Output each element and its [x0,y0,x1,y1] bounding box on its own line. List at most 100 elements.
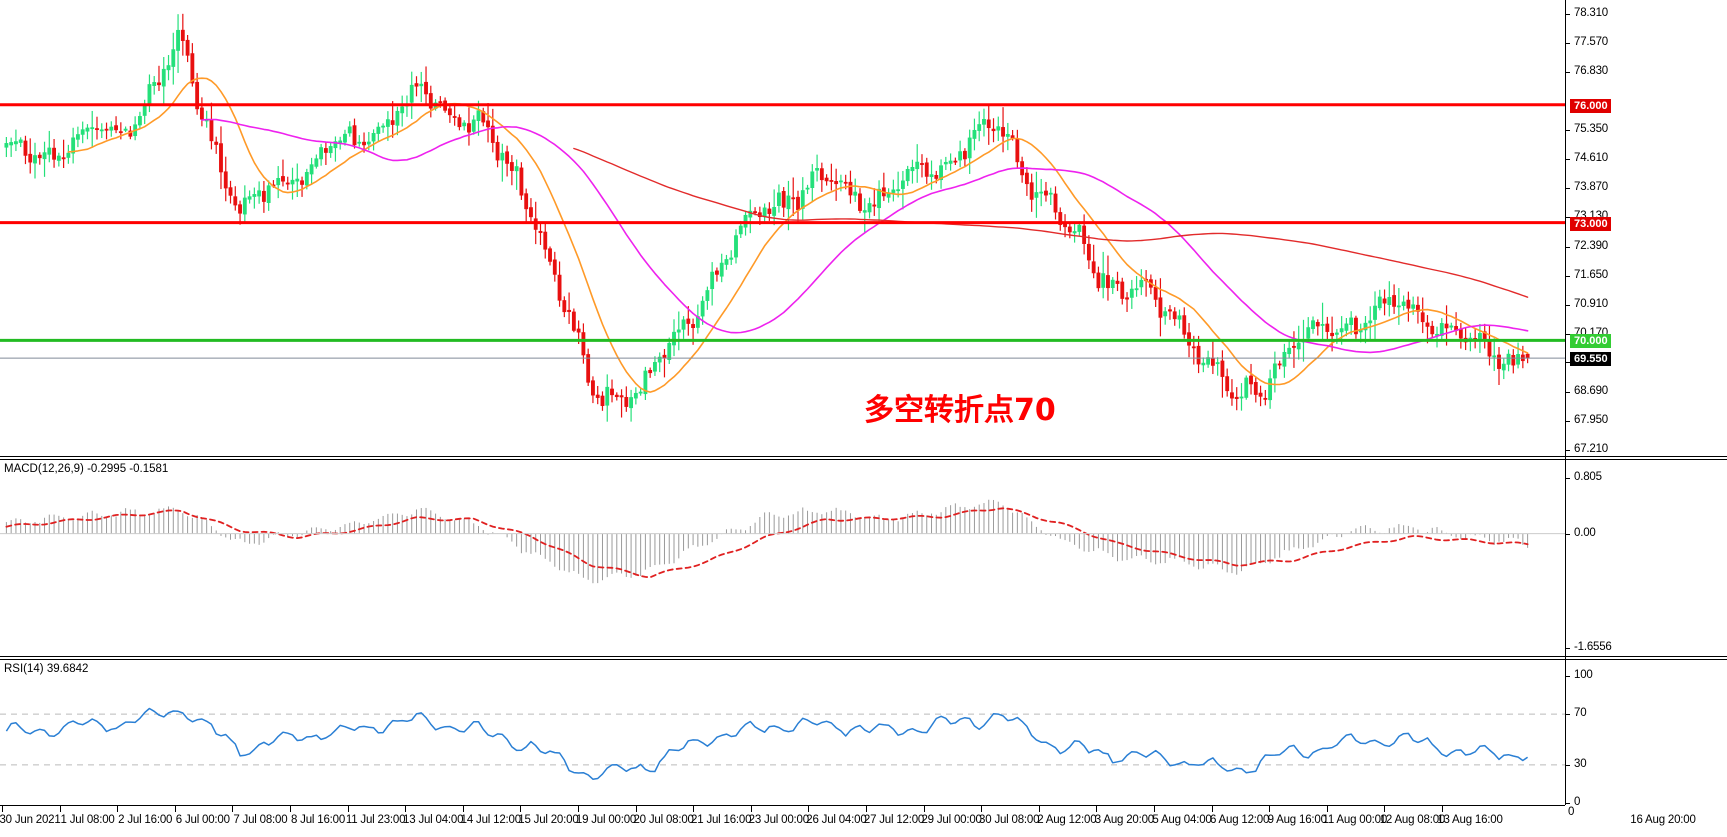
x-axis-label: 20 Jul 08:00 [633,814,694,826]
candle-body [1191,346,1196,349]
candle-body [1382,298,1387,304]
macd-label: MACD(12,26,9) -0.2995 -0.1581 [4,463,169,475]
candle-body [1501,363,1506,371]
candle-body [920,163,924,165]
candle-body [1196,345,1201,365]
candle-body [457,117,462,128]
x-axis-label: 13 Jul 04:00 [403,814,464,826]
candle-body [1168,309,1172,312]
candle-body [1044,190,1048,196]
candle-body [977,124,982,131]
x-axis-label: 13 Aug 16:00 [1437,814,1503,826]
macd-pane[interactable]: MACD(12,26,9) -0.2995 -0.1581 [0,460,1727,656]
rsi-axis[interactable]: 100 70 30 0 [1566,660,1727,808]
ma-medium-line [201,118,1529,354]
candle-body [915,161,920,170]
candle-body [824,177,829,182]
candle-body [343,133,347,143]
candle-body [1125,297,1129,300]
candle-body [643,370,648,395]
candle-body [90,127,95,130]
candle-body [1082,225,1087,244]
candle-body [719,262,724,277]
x-axis-label: 30 Jul 08:00 [979,814,1040,826]
candle-body [1516,354,1520,365]
candle-body [1339,328,1344,333]
candle-body [428,93,433,109]
candle-body [56,155,61,161]
candle-body [996,126,1001,131]
candle-body [1067,226,1072,233]
candle-body [366,141,371,145]
candle-body [114,125,118,131]
price-tick-74.610-tick [1566,159,1570,161]
price-tick-70.170-tick [1566,333,1570,335]
candle-body [1110,279,1115,288]
rsi-pane[interactable]: RSI(14) 39.6842 [0,660,1727,805]
x-axis-label: 2 Aug 12:00 [1037,814,1097,826]
candle-body [867,203,872,213]
support-70-tag[interactable]: 70.000 [1570,334,1611,349]
candle-body [581,332,586,356]
x-axis-tick [232,806,234,812]
x-axis-tick [923,806,925,812]
rsi-chart-canvas[interactable] [0,660,1565,805]
candle-body [261,190,266,202]
price-tick-78.310: 78.310 [1574,7,1608,19]
resistance-76-tag[interactable]: 76.000 [1570,98,1611,113]
rsi-line [5,707,1529,780]
rsi-tick-70-tick [1566,714,1570,716]
candle-body [352,125,357,146]
x-axis-label: 1 Jul 08:00 [60,814,115,826]
candle-body [1287,347,1292,355]
candle-body [1354,317,1358,335]
last-price-tag[interactable]: 69.550 [1570,352,1611,367]
candle-body [1220,360,1225,377]
macd-histogram-group [5,499,1529,584]
macd-chart-canvas[interactable] [0,460,1565,656]
x-axis-tick [347,806,349,812]
candle-body [309,164,314,175]
candle-body [47,147,52,155]
price-axis[interactable]: 78.310 77.570 76.830 75.350 74.610 73.870 72.3… [1566,0,1727,456]
candle-body [1396,305,1401,308]
candle-body [633,392,638,399]
candle-body [705,290,710,301]
candle-body [939,165,943,181]
candle-body [1172,311,1177,320]
candle-body [1225,376,1230,392]
candle-body [700,300,705,317]
price-tick-71.650-tick [1566,275,1570,277]
x-axis-tick [866,806,867,812]
price-chart-canvas[interactable] [0,0,1565,456]
candle-body [42,152,47,160]
candle-body [929,174,934,178]
candle-body [1120,281,1125,299]
ma-slow-line [573,147,1529,298]
x-axis-label: 6 Aug 12:00 [1209,814,1270,826]
candle-body [1420,312,1425,323]
price-tick-68.690: 68.690 [1574,384,1608,397]
x-axis[interactable]: 30 Jun 2021 1 Jul 08:00 2 Jul 16:00 6 Jul 0… [0,806,1727,837]
resistance-73-tag[interactable]: 73.000 [1570,216,1611,231]
candle-body [304,171,309,186]
candle-body [843,181,848,184]
price-tick-70.910: 70.910 [1574,297,1608,310]
candle-body [1277,363,1282,366]
candle-body [371,133,376,142]
candle-body [810,171,815,188]
candle-body [137,116,142,126]
macd-axis[interactable]: 0.805 0.00 -1.6556 [1566,460,1727,656]
candle-body [290,179,295,185]
candle-body [1139,279,1144,288]
price-tick-71.650: 71.650 [1574,268,1608,281]
candle-body [1077,224,1082,232]
candle-body [896,189,901,192]
price-pane[interactable] [0,0,1727,456]
candle-body [1311,320,1315,330]
candle-body [185,39,190,56]
candle-body [252,194,257,197]
candle-body [1258,392,1263,397]
candle-body [924,162,929,177]
candle-body [61,157,66,160]
